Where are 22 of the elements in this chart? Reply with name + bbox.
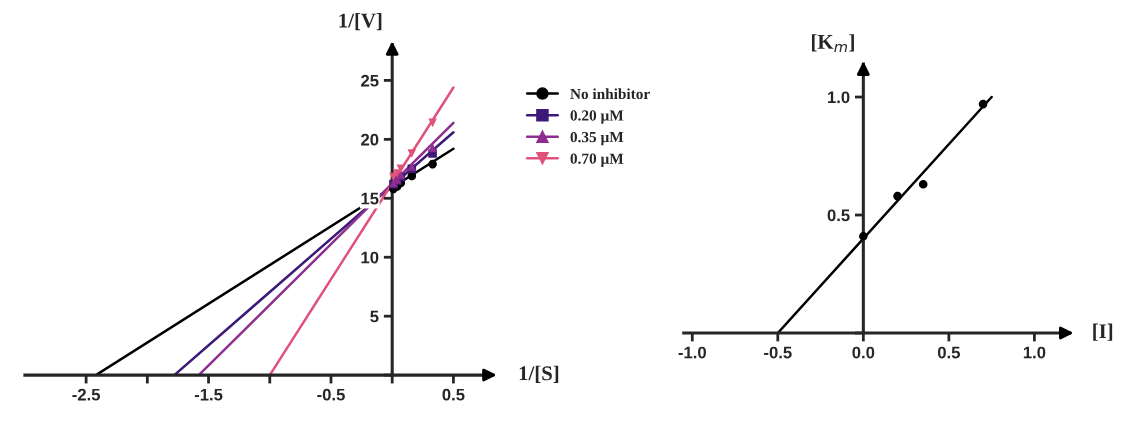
legend-label: 0.35 µM: [570, 131, 624, 146]
y-tick-label: 15: [361, 192, 379, 205]
x-tick-label: 1.0: [1023, 346, 1046, 359]
x-tick-label: 0.0: [852, 346, 875, 359]
x-tick-label: -0.5: [764, 346, 792, 359]
legend-label: 0.70 µM: [570, 153, 624, 167]
x-tick-label: -0.5: [317, 388, 345, 401]
y-tick-label: 25: [361, 74, 379, 87]
y-tick-label: 20: [361, 133, 379, 146]
x-axis-title: [I]: [1093, 323, 1113, 341]
x-tick-label: -1.0: [678, 346, 706, 359]
x-tick-label: 0.5: [937, 346, 960, 359]
legend-label: No inhibitor: [570, 88, 650, 100]
y-tick-label: 5: [370, 310, 379, 323]
y-axis-title: 1/[V]: [339, 12, 382, 31]
legend-label: 0.20 µM: [570, 110, 624, 124]
y-tick-label: 10: [361, 251, 379, 264]
x-tick-label: 0.5: [442, 388, 465, 401]
y-axis-title: [K$_{m}$]: [811, 34, 854, 53]
x-tick-label: -2.5: [72, 388, 101, 401]
x-tick-label: -1.5: [194, 388, 223, 401]
x-axis-title: 1/[S]: [519, 365, 559, 383]
